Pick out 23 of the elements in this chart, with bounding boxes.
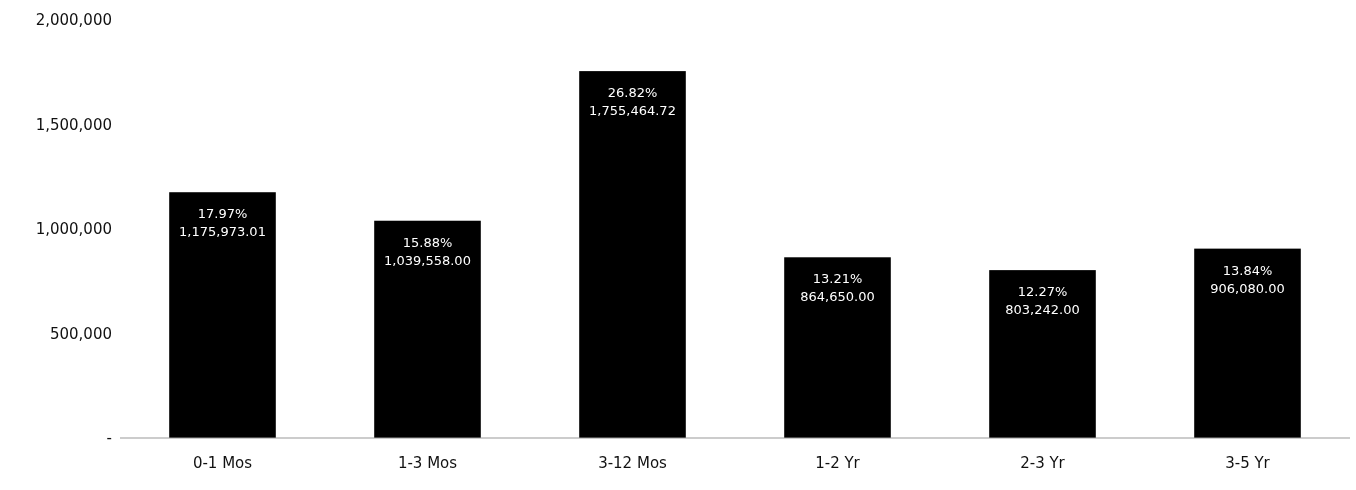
bar xyxy=(374,220,481,438)
y-tick-label: 500,000 xyxy=(49,324,112,343)
x-tick-label: 0-1 Mos xyxy=(192,454,253,472)
y-tick-label: 2,000,000 xyxy=(35,11,112,30)
data-label: 15.88% 1,039,558.00 xyxy=(384,234,471,268)
y-tick-label: 1,500,000 xyxy=(35,115,112,134)
y-tick-label: - xyxy=(106,429,112,448)
bar xyxy=(1194,248,1301,438)
x-tick-label: 1-2 Yr xyxy=(815,454,861,472)
bar xyxy=(989,270,1096,438)
bar xyxy=(169,192,276,438)
data-label: 12.27% 803,242.00 xyxy=(1005,284,1080,318)
y-tick-label: 1,000,000 xyxy=(35,220,112,239)
data-label: 13.21% 864,650.00 xyxy=(800,271,875,305)
data-label: 13.84% 906,080.00 xyxy=(1210,262,1285,296)
x-tick-label: 3-5 Yr xyxy=(1225,454,1271,472)
x-tick-label: 3-12 Mos xyxy=(598,454,668,472)
x-tick-label: 2-3 Yr xyxy=(1020,454,1066,472)
x-tick-label: 1-3 Mos xyxy=(397,454,458,472)
bar xyxy=(579,71,686,438)
data-label: 17.97% 1,175,973.01 xyxy=(179,206,266,240)
data-label: 26.82% 1,755,464.72 xyxy=(589,85,676,119)
bar xyxy=(784,257,891,438)
